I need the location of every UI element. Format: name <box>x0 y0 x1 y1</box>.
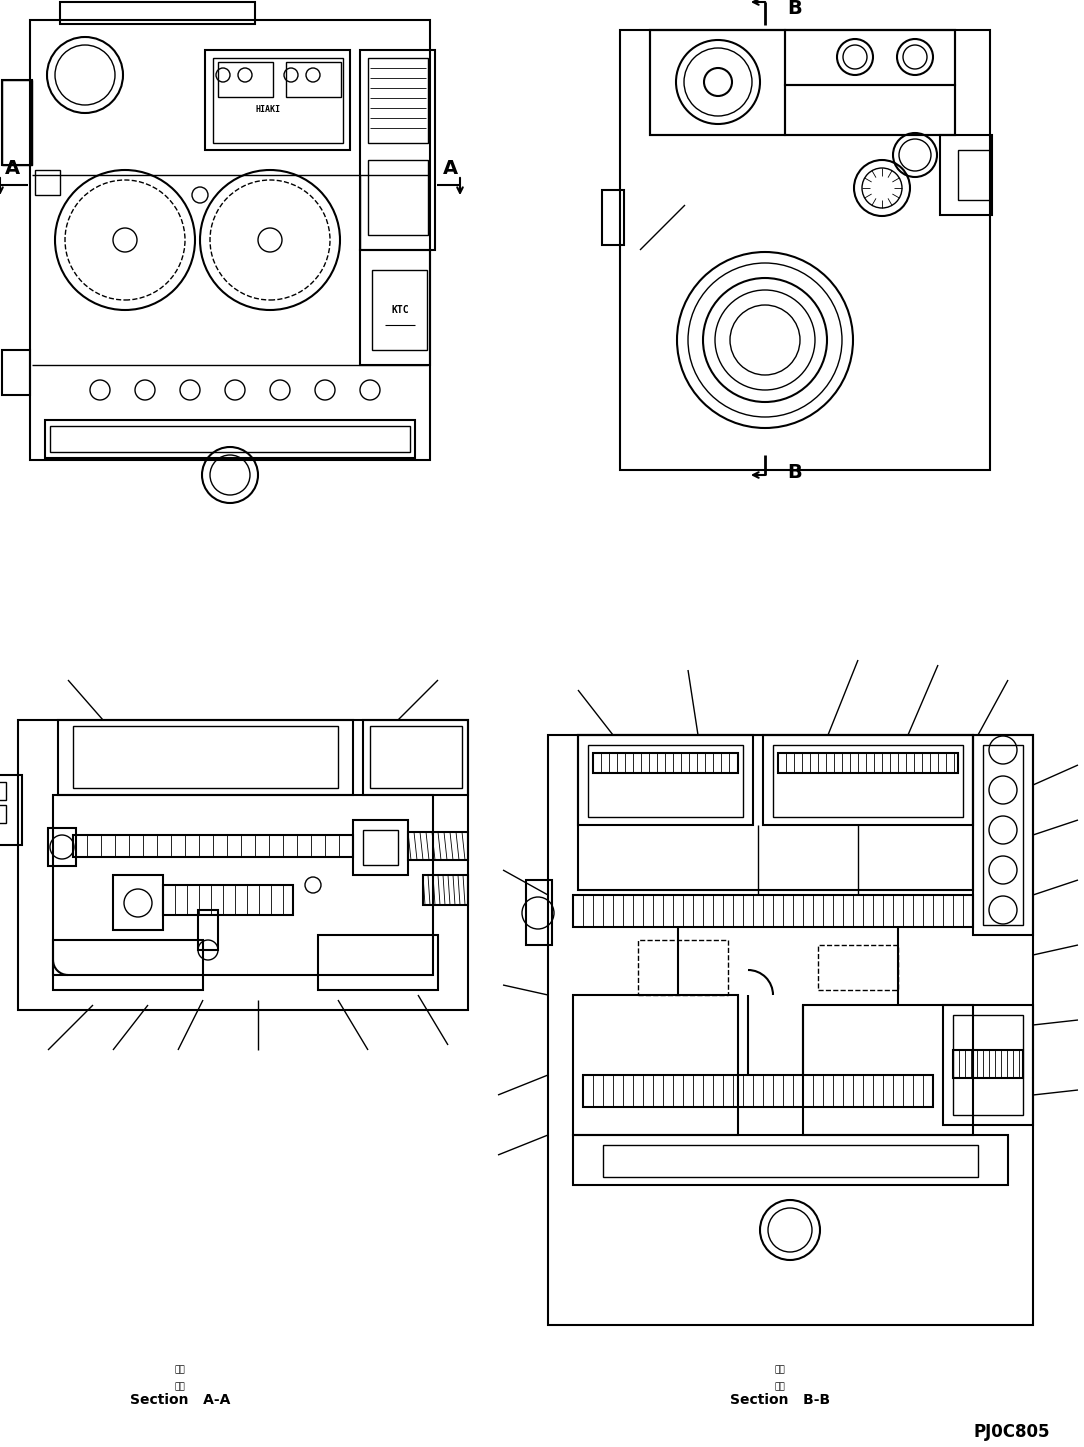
Bar <box>370 726 462 789</box>
Bar <box>286 62 341 97</box>
Bar <box>650 30 955 135</box>
Text: A: A <box>442 159 457 178</box>
Bar <box>367 161 428 234</box>
Bar <box>205 51 350 150</box>
Text: A: A <box>4 159 20 178</box>
Text: 断面: 断面 <box>175 1366 185 1375</box>
Text: Section   A-A: Section A-A <box>130 1393 230 1406</box>
Text: 方向: 方向 <box>775 1382 786 1392</box>
Bar <box>763 735 973 825</box>
Bar <box>50 425 410 451</box>
Bar <box>785 85 955 135</box>
Bar <box>818 945 898 990</box>
Bar <box>620 30 990 470</box>
Bar <box>360 51 435 250</box>
Bar <box>113 875 163 930</box>
Bar <box>59 721 353 794</box>
Bar <box>953 1014 1023 1116</box>
Bar <box>0 781 7 800</box>
Bar <box>360 250 430 365</box>
Bar <box>785 30 955 85</box>
Bar <box>573 996 738 1134</box>
Bar <box>0 805 7 823</box>
Bar <box>0 776 22 845</box>
Bar <box>803 1006 973 1134</box>
Bar <box>18 721 468 1010</box>
Bar <box>408 832 468 860</box>
Bar <box>198 910 218 951</box>
Bar <box>953 1051 1023 1078</box>
Bar <box>958 150 990 200</box>
Bar <box>212 58 343 143</box>
Bar <box>363 721 468 794</box>
Bar <box>73 726 338 789</box>
Bar <box>2 80 33 165</box>
Text: 断面: 断面 <box>775 1366 786 1375</box>
Bar <box>218 62 273 97</box>
Bar <box>48 828 76 865</box>
Bar <box>603 1145 978 1176</box>
Text: HIAKI: HIAKI <box>256 106 281 114</box>
Bar <box>372 271 427 350</box>
Bar <box>578 735 973 890</box>
Bar <box>573 1134 1008 1185</box>
Text: PJ0C805: PJ0C805 <box>973 1422 1050 1441</box>
Bar <box>2 350 30 395</box>
Text: Section   B-B: Section B-B <box>730 1393 830 1406</box>
Bar <box>353 820 408 875</box>
Text: B: B <box>788 463 802 482</box>
Bar <box>578 735 753 825</box>
Bar <box>943 1006 1033 1124</box>
Bar <box>593 752 738 773</box>
Bar <box>367 58 428 143</box>
Bar <box>53 794 433 975</box>
Bar <box>163 886 293 915</box>
Bar <box>973 735 1033 935</box>
Bar <box>583 1075 933 1107</box>
Bar <box>318 935 438 990</box>
Bar <box>983 745 1023 925</box>
Bar <box>940 135 992 216</box>
Bar <box>2 80 33 165</box>
Bar <box>773 745 963 818</box>
Bar <box>53 941 203 990</box>
Bar <box>73 835 353 857</box>
Bar <box>638 941 728 996</box>
Bar <box>650 30 785 135</box>
Bar <box>602 190 624 245</box>
Bar <box>46 420 415 459</box>
Text: 方向: 方向 <box>175 1382 185 1392</box>
Bar <box>363 831 398 865</box>
Bar <box>30 20 430 460</box>
Bar <box>573 896 973 928</box>
Bar <box>423 875 468 904</box>
Bar <box>549 735 1033 1325</box>
Bar <box>60 1 255 25</box>
Bar <box>588 745 743 818</box>
Bar <box>778 752 958 773</box>
Text: KTC: KTC <box>391 305 409 315</box>
Bar <box>526 880 552 945</box>
Text: B: B <box>788 0 802 17</box>
Bar <box>35 169 60 195</box>
